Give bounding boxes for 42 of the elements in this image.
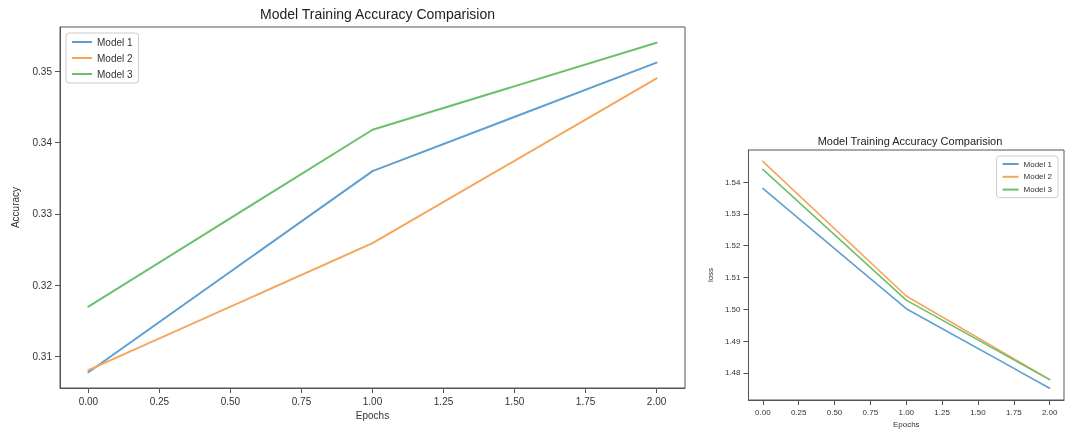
chart-title: Model Training Accuracy Comparision: [817, 134, 1003, 147]
x-tick-label: 1.00: [898, 407, 915, 417]
y-tick-label: 0.35: [32, 65, 53, 77]
x-tick-label: 1.25: [934, 407, 951, 417]
x-tick-label: 0.75: [291, 395, 312, 407]
y-tick-label: 0.33: [32, 208, 53, 220]
x-tick-label: 0.25: [790, 407, 807, 417]
x-tick-label: 2.00: [1041, 407, 1058, 417]
x-axis-title: Epochs: [355, 410, 390, 422]
legend-label: Model 2: [97, 52, 134, 64]
x-tick-label: 0.00: [755, 407, 772, 417]
chart-title: Model Training Accuracy Comparision: [260, 6, 495, 22]
y-tick-label: 1.49: [724, 336, 742, 346]
legend-label: Model 2: [1023, 172, 1053, 182]
x-tick-label: 1.00: [362, 395, 383, 407]
x-tick-label: 1.50: [970, 407, 987, 417]
legend-label: Model 3: [1023, 185, 1053, 195]
y-tick-label: 0.32: [32, 279, 53, 291]
x-axis-title: Epochs: [892, 420, 920, 430]
x-tick-label: 1.25: [433, 395, 454, 407]
legend-label: Model 1: [97, 36, 134, 48]
legend-label: Model 1: [1023, 159, 1053, 169]
x-tick-label: 0.50: [826, 407, 843, 417]
x-tick-label: 0.00: [78, 395, 99, 407]
x-tick-label: 0.75: [862, 407, 879, 417]
y-tick-label: 1.53: [724, 209, 742, 219]
x-tick-label: 1.75: [575, 395, 596, 407]
y-axis-title: Accuracy: [9, 186, 21, 229]
y-tick-label: 1.51: [724, 273, 742, 283]
x-tick-label: 0.50: [220, 395, 241, 407]
y-tick-label: 1.50: [724, 304, 742, 314]
y-tick-label: 1.54: [724, 177, 742, 187]
x-tick-label: 0.25: [149, 395, 170, 407]
x-tick-label: 2.00: [646, 395, 667, 407]
legend-label: Model 3: [97, 68, 134, 80]
y-tick-label: 0.31: [32, 351, 53, 363]
y-tick-label: 1.48: [724, 368, 742, 378]
x-tick-label: 1.50: [504, 395, 525, 407]
y-axis-title: loss: [705, 267, 715, 283]
x-tick-label: 1.75: [1006, 407, 1023, 417]
y-tick-label: 0.34: [32, 137, 53, 149]
y-tick-label: 1.52: [724, 241, 742, 251]
